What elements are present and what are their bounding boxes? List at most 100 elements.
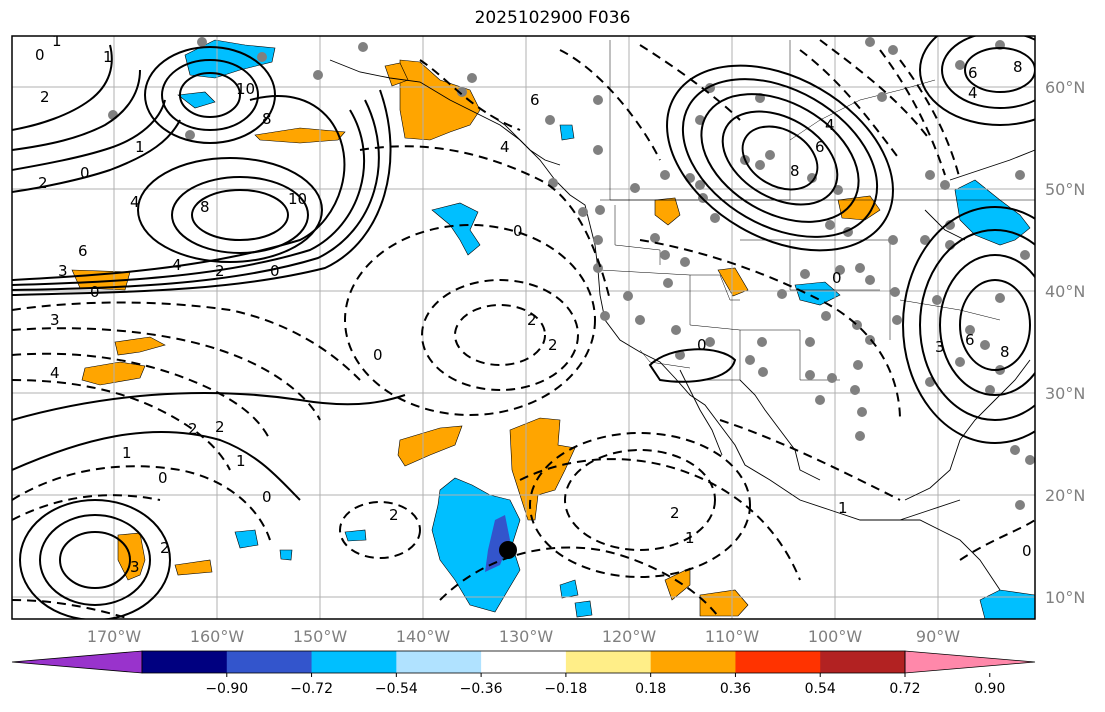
contour-label: 2 [40, 88, 50, 106]
station-dot [1010, 445, 1020, 455]
station-dot [965, 325, 975, 335]
contour-label: 2 [160, 539, 170, 557]
station-dot [663, 278, 673, 288]
contour-label: 1 [135, 138, 145, 156]
station-dot [805, 370, 815, 380]
contour-label: 2 [215, 262, 225, 280]
station-dot [680, 257, 690, 267]
lon-tick: 150°W [293, 627, 348, 646]
contour-label: 6 [530, 91, 540, 109]
station-dot [671, 325, 681, 335]
contour-label: 2 [670, 504, 680, 522]
station-dot [888, 45, 898, 55]
contour-label: 0 [90, 283, 100, 301]
contour-label: 6 [815, 138, 825, 156]
storm-center-marker [499, 541, 517, 559]
colorbar-label: −0.72 [290, 681, 333, 697]
colorbar-label: 0.72 [889, 681, 920, 697]
station-dot [593, 263, 603, 273]
contour-label: 10 [288, 190, 307, 208]
map-area [12, 36, 1035, 619]
contour-label: 0 [270, 262, 280, 280]
station-dot [827, 373, 837, 383]
map-border [11, 35, 1036, 620]
station-dot [595, 205, 605, 215]
contour-label: 4 [968, 84, 978, 102]
station-dot [593, 235, 603, 245]
contour-label: 4 [825, 116, 835, 134]
lat-tick: 50°N [1045, 180, 1085, 199]
colorbar-segment [650, 651, 736, 673]
coastlines [329, 59, 1035, 591]
station-dot [995, 293, 1005, 303]
colorbar-segment [142, 651, 228, 673]
lon-tick: 140°W [396, 627, 451, 646]
contour-label: 10 [236, 80, 255, 98]
station-dot [777, 289, 787, 299]
lon-tick: 170°W [87, 627, 142, 646]
colorbar-segment [735, 651, 821, 673]
station-dot [821, 311, 831, 321]
lon-tick: 120°W [602, 627, 657, 646]
station-dot [920, 235, 930, 245]
contour-label: 0 [80, 164, 90, 182]
contour-label: 0 [1022, 542, 1032, 560]
colorbar-segment [396, 651, 482, 673]
lat-tick-labels: 60°N 50°N 40°N 30°N 20°N 10°N [1045, 78, 1085, 607]
contour-label: 1 [52, 32, 62, 50]
station-dot [825, 220, 835, 230]
strong-negative-shading [485, 515, 510, 572]
contour-label: 3 [935, 338, 945, 356]
colorbar-segment [820, 651, 906, 673]
station-markers [108, 37, 1035, 510]
contour-label: 3 [130, 558, 140, 576]
station-dot [855, 431, 865, 441]
station-dot [888, 235, 898, 245]
contour-label: 8 [1000, 343, 1010, 361]
station-dot [457, 87, 467, 97]
contour-label: 8 [262, 110, 272, 128]
station-dot [925, 170, 935, 180]
station-dot [815, 395, 825, 405]
station-dot [660, 170, 670, 180]
station-dot [600, 311, 610, 321]
colorbar-segment [481, 651, 567, 673]
colorbar-labels: −0.90 −0.72 −0.54 −0.36 −0.18 0.18 0.36 0.54 0.7… [205, 673, 1005, 697]
station-dot [985, 385, 995, 395]
station-dot [313, 70, 323, 80]
lon-tick: 130°W [499, 627, 554, 646]
contour-label: 0 [697, 336, 707, 354]
contour-label: 0 [158, 469, 168, 487]
colorbar-label: 0.54 [805, 681, 836, 697]
station-dot [545, 115, 555, 125]
station-dot [892, 315, 902, 325]
colorbar-segment [226, 651, 313, 673]
station-dot [623, 291, 633, 301]
contour-label: 4 [130, 193, 140, 211]
colorbar-label: 0.18 [635, 681, 666, 697]
station-dot [197, 37, 207, 47]
station-dot [257, 52, 267, 62]
station-dot [705, 337, 715, 347]
negative-anomaly-shading [177, 39, 1035, 619]
colorbar-label: −0.90 [205, 681, 248, 697]
station-dot [955, 60, 965, 70]
lon-tick: 100°W [808, 627, 863, 646]
station-dot [755, 160, 765, 170]
contour-label: 8 [1013, 58, 1023, 76]
contour-label: 2 [548, 336, 558, 354]
contour-label: 3 [58, 262, 68, 280]
contour-label: 0 [35, 46, 45, 64]
station-dot [578, 207, 588, 217]
contour-label: 8 [790, 162, 800, 180]
station-dot [980, 340, 990, 350]
contour-label: 1 [236, 452, 246, 470]
station-dot [890, 287, 900, 297]
station-dot [635, 315, 645, 325]
contour-label: 8 [200, 198, 210, 216]
station-dot [865, 275, 875, 285]
station-dot [695, 180, 705, 190]
lon-tick: 160°W [190, 627, 245, 646]
contour-label: 2 [188, 420, 198, 438]
